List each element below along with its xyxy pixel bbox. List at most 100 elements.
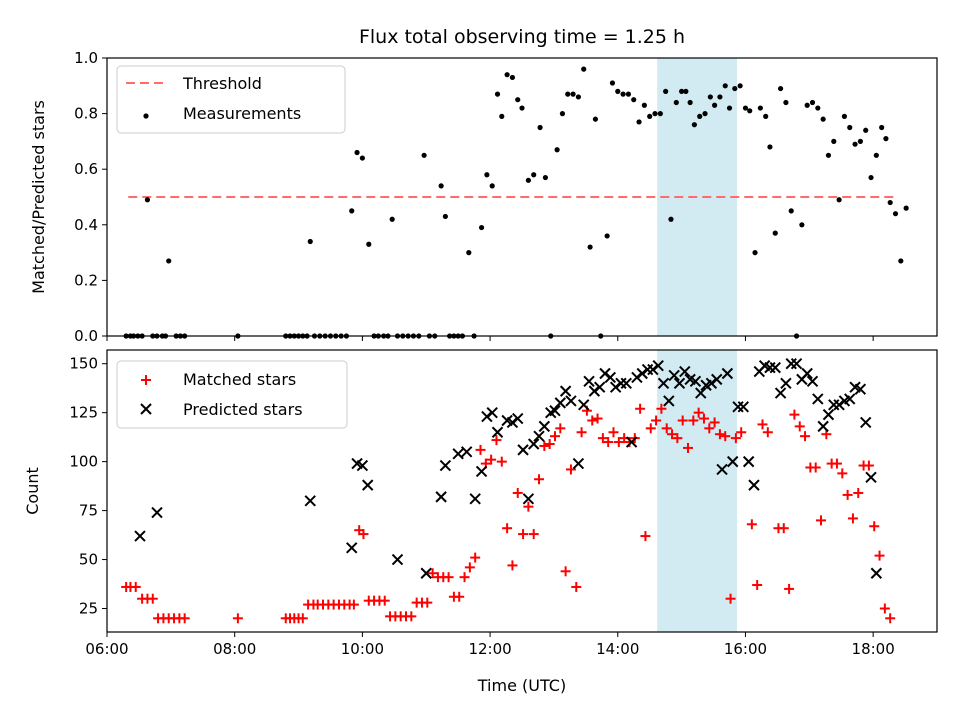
data-point xyxy=(873,152,879,158)
data-point xyxy=(652,111,658,117)
matched-star-point xyxy=(688,415,699,426)
matched-star-point xyxy=(179,613,190,624)
data-point xyxy=(898,258,904,264)
legend-measurements-swatch xyxy=(143,113,149,119)
top-axes-frame xyxy=(106,57,938,337)
legend-measurements-label: Measurements xyxy=(183,104,301,123)
predicted-star-point xyxy=(578,399,590,411)
predicted-star-point xyxy=(572,457,585,470)
data-point xyxy=(815,105,821,111)
predicted-star-point xyxy=(559,385,572,397)
data-point xyxy=(144,197,151,203)
data-point xyxy=(625,91,632,97)
data-point xyxy=(702,111,708,117)
matched-star-point xyxy=(810,462,821,473)
data-point xyxy=(726,105,733,111)
predicted-star-point xyxy=(663,395,675,407)
bottom-axes-frame xyxy=(106,349,938,633)
predicted-star-point xyxy=(361,479,374,491)
matched-star-point xyxy=(752,580,763,590)
x-tick-label: 06:00 xyxy=(85,640,128,658)
predicted-star-point xyxy=(780,377,792,389)
data-point xyxy=(857,138,863,144)
predicted-star-point xyxy=(716,463,728,476)
matched-star-point xyxy=(683,442,693,453)
matched-star-point xyxy=(592,413,603,424)
data-point xyxy=(847,124,853,131)
matched-star-point xyxy=(512,487,523,498)
matched-star-point xyxy=(454,591,465,602)
data-point xyxy=(489,183,495,189)
matched-star-point xyxy=(147,593,158,604)
matched-star-point xyxy=(757,419,768,430)
predicted-star-point xyxy=(356,459,369,472)
matched-star-point xyxy=(443,572,454,583)
data-point xyxy=(777,85,784,92)
y-tick-label: 0.4 xyxy=(74,216,98,234)
predicted-star-point xyxy=(652,359,664,372)
predicted-star-point xyxy=(549,405,561,417)
predicted-star-point xyxy=(460,446,473,458)
matched-star-point xyxy=(672,433,683,444)
data-point xyxy=(663,88,669,94)
matched-star-point xyxy=(406,611,417,622)
predicted-star-point xyxy=(346,542,358,554)
bottom-series xyxy=(121,358,896,624)
data-point xyxy=(742,105,749,111)
bottom-y-axis-label: Count xyxy=(23,467,42,515)
matched-star-point xyxy=(608,427,619,438)
data-point xyxy=(903,205,909,211)
data-point xyxy=(687,99,693,106)
data-point xyxy=(519,105,525,111)
data-point xyxy=(767,144,773,150)
data-point xyxy=(504,72,510,78)
data-point xyxy=(804,102,810,108)
y-tick-label: 50 xyxy=(79,551,98,569)
x-tick-label: 14:00 xyxy=(596,640,639,658)
matched-star-point xyxy=(709,417,720,428)
x-axis-label: Time (UTC) xyxy=(477,676,566,695)
predicted-star-point xyxy=(679,365,691,378)
predicted-star-point xyxy=(151,506,163,519)
matched-star-point xyxy=(677,415,688,426)
data-point xyxy=(421,152,427,158)
data-point xyxy=(799,222,805,228)
matched-star-point xyxy=(571,581,582,592)
data-point xyxy=(679,88,685,94)
data-point xyxy=(825,152,832,158)
data-point xyxy=(657,111,663,117)
matched-star-point xyxy=(348,599,359,610)
data-point xyxy=(494,91,501,97)
y-tick-label: 75 xyxy=(79,502,98,520)
matched-star-point xyxy=(842,489,853,500)
bottom-panel: 06:00 08:00 10:00 12:00 14:00 16:00 18:00 25 50 7… xyxy=(23,349,938,695)
data-point xyxy=(478,224,485,231)
matched-star-point xyxy=(496,456,507,467)
predicted-star-point xyxy=(625,436,638,448)
matched-star-point xyxy=(746,519,757,530)
y-tick-label: 100 xyxy=(69,453,98,471)
matched-star-point xyxy=(459,572,470,583)
matched-star-point xyxy=(523,501,534,512)
data-point xyxy=(668,216,674,222)
predicted-star-point xyxy=(604,371,617,384)
data-point xyxy=(820,116,826,122)
matched-star-point xyxy=(869,521,880,532)
matched-star-point xyxy=(656,403,667,414)
measurements-series xyxy=(123,66,909,339)
legend-matched-label: Matched stars xyxy=(183,370,296,389)
predicted-star-point xyxy=(512,412,524,425)
top-legend: Threshold Measurements xyxy=(116,65,346,134)
predicted-star-point xyxy=(657,377,670,389)
y-tick-label: 25 xyxy=(79,600,98,618)
matched-star-point xyxy=(879,603,890,614)
predicted-star-point xyxy=(726,455,739,468)
matched-star-point xyxy=(762,427,773,438)
matched-star-point xyxy=(560,566,571,577)
matched-star-point xyxy=(597,433,608,444)
data-point xyxy=(788,208,794,214)
predicted-star-point xyxy=(134,530,146,542)
matched-star-point xyxy=(130,581,141,592)
matched-star-point xyxy=(232,613,243,624)
